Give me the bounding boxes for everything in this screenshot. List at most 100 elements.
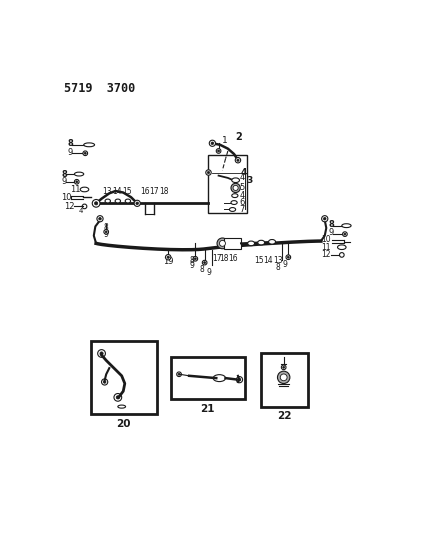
Circle shape	[322, 216, 328, 222]
Ellipse shape	[74, 172, 84, 176]
Text: 21: 21	[200, 403, 215, 414]
Circle shape	[99, 217, 101, 220]
Text: 9: 9	[207, 268, 212, 277]
Circle shape	[217, 238, 228, 249]
Ellipse shape	[248, 241, 255, 246]
Bar	[224, 238, 241, 249]
Text: 13: 13	[273, 256, 283, 265]
Text: 8: 8	[189, 256, 194, 265]
Circle shape	[209, 140, 215, 147]
Text: 15: 15	[122, 187, 132, 196]
Circle shape	[177, 372, 181, 377]
Text: 4: 4	[241, 168, 247, 177]
Circle shape	[76, 181, 78, 183]
Circle shape	[207, 172, 210, 174]
Text: 9: 9	[68, 148, 73, 157]
Text: 18: 18	[219, 254, 229, 263]
Text: 4: 4	[79, 208, 83, 214]
Ellipse shape	[80, 187, 89, 192]
Text: 8: 8	[61, 169, 67, 179]
Circle shape	[101, 379, 108, 385]
Ellipse shape	[232, 193, 238, 198]
Circle shape	[167, 256, 169, 259]
Circle shape	[220, 240, 226, 246]
Circle shape	[134, 200, 140, 206]
Circle shape	[193, 256, 198, 261]
Circle shape	[116, 396, 119, 399]
Circle shape	[324, 217, 326, 220]
Text: 15: 15	[254, 256, 264, 265]
Text: 8: 8	[104, 223, 109, 231]
Bar	[261, 353, 308, 407]
Text: 16: 16	[228, 254, 238, 263]
Circle shape	[105, 231, 107, 233]
Text: 4: 4	[240, 173, 245, 182]
Circle shape	[283, 366, 285, 368]
Circle shape	[84, 152, 86, 154]
Ellipse shape	[229, 207, 236, 212]
Text: 13: 13	[102, 187, 112, 196]
Circle shape	[216, 149, 221, 154]
Ellipse shape	[118, 405, 125, 408]
Circle shape	[280, 374, 287, 381]
Text: 9: 9	[104, 230, 109, 238]
Bar	[91, 341, 157, 414]
Ellipse shape	[105, 199, 110, 203]
Ellipse shape	[338, 245, 346, 249]
Text: 16: 16	[140, 187, 150, 196]
Text: 7: 7	[240, 205, 245, 214]
Bar	[208, 155, 247, 213]
Circle shape	[206, 170, 211, 175]
Circle shape	[178, 373, 180, 375]
Text: 8: 8	[68, 139, 73, 148]
Circle shape	[74, 180, 79, 184]
Circle shape	[114, 393, 122, 401]
Circle shape	[100, 352, 103, 355]
Ellipse shape	[268, 239, 276, 244]
Circle shape	[344, 233, 346, 235]
Circle shape	[97, 216, 103, 222]
Circle shape	[204, 262, 205, 264]
Text: 11: 11	[321, 243, 330, 252]
Text: 9: 9	[61, 177, 66, 186]
Text: 4: 4	[240, 191, 245, 200]
Ellipse shape	[342, 224, 351, 228]
Text: 8: 8	[275, 263, 280, 272]
Text: 14: 14	[263, 256, 273, 265]
Circle shape	[136, 202, 139, 205]
Circle shape	[287, 256, 289, 258]
Text: 3: 3	[247, 176, 253, 185]
Ellipse shape	[84, 143, 95, 147]
Circle shape	[235, 158, 241, 163]
Text: 12: 12	[321, 251, 330, 260]
Text: 19: 19	[163, 257, 173, 266]
Circle shape	[238, 378, 241, 381]
Circle shape	[277, 371, 290, 384]
Ellipse shape	[115, 199, 121, 203]
Text: 9: 9	[282, 260, 287, 269]
Circle shape	[286, 255, 291, 260]
Circle shape	[166, 255, 171, 260]
Circle shape	[237, 159, 239, 161]
Circle shape	[217, 150, 220, 152]
Ellipse shape	[213, 375, 226, 382]
Circle shape	[202, 260, 207, 265]
Circle shape	[233, 185, 238, 190]
Bar	[171, 357, 245, 399]
Ellipse shape	[125, 199, 131, 203]
Circle shape	[95, 201, 98, 205]
Text: 18: 18	[160, 187, 169, 196]
Text: 5: 5	[240, 183, 245, 192]
Text: 9: 9	[189, 261, 194, 270]
Text: 12: 12	[64, 202, 75, 211]
Text: 20: 20	[116, 419, 131, 429]
Circle shape	[194, 258, 196, 260]
Circle shape	[103, 381, 106, 383]
Circle shape	[92, 199, 100, 207]
Circle shape	[231, 183, 240, 192]
Text: 10: 10	[61, 192, 72, 201]
Text: 14: 14	[112, 187, 122, 196]
Circle shape	[211, 142, 214, 144]
Text: 11: 11	[71, 185, 81, 194]
Text: 17: 17	[149, 187, 159, 196]
